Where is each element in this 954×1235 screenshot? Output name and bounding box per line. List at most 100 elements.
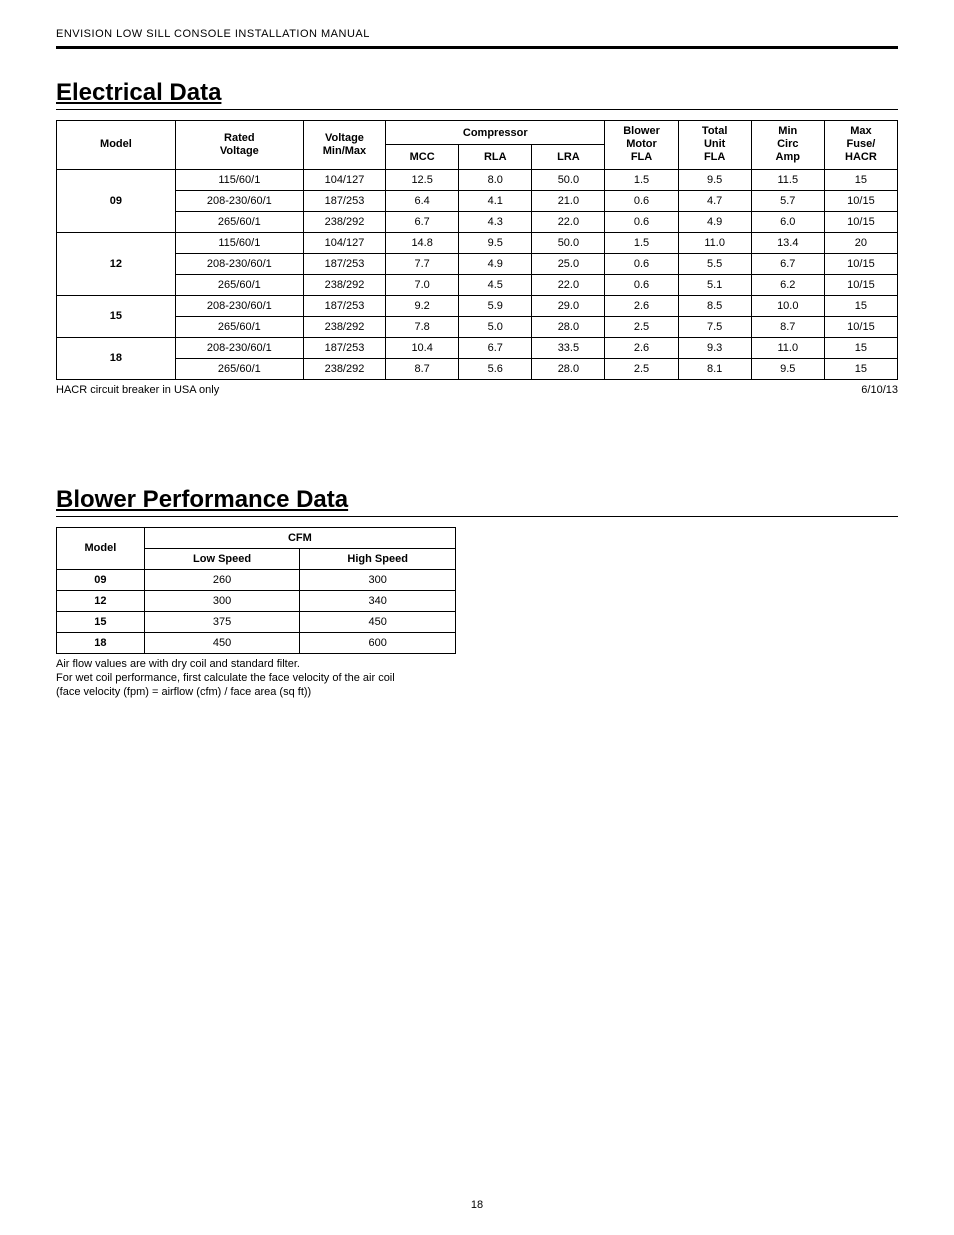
label: Blower [623, 125, 660, 137]
col-min-circ-amp: Min Circ Amp [751, 121, 824, 170]
cell-rated-voltage: 208-230/60/1 [175, 337, 303, 358]
cell-high-speed: 300 [300, 569, 456, 590]
cell-blower-fla: 0.6 [605, 274, 678, 295]
cell-total-fla: 4.7 [678, 190, 751, 211]
table-row: 12115/60/1104/12714.89.550.01.511.013.42… [57, 232, 898, 253]
cell-rla: 5.0 [459, 316, 532, 337]
cell-voltage-mm: 187/253 [303, 253, 385, 274]
cell-mcc: 10.4 [386, 337, 459, 358]
col-voltage-minmax: Voltage Min/Max [303, 121, 385, 170]
cell-blower-fla: 1.5 [605, 169, 678, 190]
header-rule [56, 46, 898, 49]
table-row: 208-230/60/1187/2537.74.925.00.65.56.710… [57, 253, 898, 274]
table-header-row: Model Rated Voltage Voltage Min/Max Comp… [57, 121, 898, 145]
label: FLA [704, 151, 725, 163]
blower-table-head: Model CFM Low Speed High Speed [57, 527, 456, 569]
cell-max-fuse: 10/15 [824, 253, 897, 274]
cell-max-fuse: 15 [824, 358, 897, 379]
cell-total-fla: 5.1 [678, 274, 751, 295]
footnote-line: For wet coil performance, first calculat… [56, 671, 898, 685]
cell-rated-voltage: 265/60/1 [175, 274, 303, 295]
cell-blower-fla: 1.5 [605, 232, 678, 253]
label: Max [850, 125, 871, 137]
footnote-right: 6/10/13 [861, 384, 898, 396]
cell-total-fla: 4.9 [678, 211, 751, 232]
cell-max-fuse: 10/15 [824, 274, 897, 295]
cell-lra: 22.0 [532, 211, 605, 232]
cell-model: 15 [57, 295, 176, 337]
cell-lra: 33.5 [532, 337, 605, 358]
label: Min/Max [323, 145, 366, 157]
table-row: 09260300 [57, 569, 456, 590]
col-rated-voltage: Rated Voltage [175, 121, 303, 170]
footnote-line: (face velocity (fpm) = airflow (cfm) / f… [56, 685, 898, 699]
cell-max-fuse: 20 [824, 232, 897, 253]
col-max-fuse: Max Fuse/ HACR [824, 121, 897, 170]
col-blower-fla: Blower Motor FLA [605, 121, 678, 170]
section-title-electrical: Electrical Data [56, 79, 898, 107]
cell-mcc: 9.2 [386, 295, 459, 316]
footnote-line: Air flow values are with dry coil and st… [56, 657, 898, 671]
col-total-fla: Total Unit FLA [678, 121, 751, 170]
cell-rla: 6.7 [459, 337, 532, 358]
cell-voltage-mm: 104/127 [303, 169, 385, 190]
cell-total-fla: 8.5 [678, 295, 751, 316]
cell-min-circ-amp: 6.2 [751, 274, 824, 295]
cell-rated-voltage: 265/60/1 [175, 358, 303, 379]
footnote-left: HACR circuit breaker in USA only [56, 384, 219, 396]
col-low-speed: Low Speed [144, 548, 300, 569]
label: Voltage [220, 145, 259, 157]
cell-lra: 28.0 [532, 358, 605, 379]
cell-blower-fla: 2.5 [605, 316, 678, 337]
cell-lra: 50.0 [532, 232, 605, 253]
label: HACR [845, 151, 877, 163]
cell-blower-fla: 2.6 [605, 295, 678, 316]
cell-rla: 5.9 [459, 295, 532, 316]
cell-voltage-mm: 238/292 [303, 211, 385, 232]
cell-min-circ-amp: 13.4 [751, 232, 824, 253]
cell-blower-fla: 0.6 [605, 211, 678, 232]
cell-total-fla: 7.5 [678, 316, 751, 337]
table-row: 12300340 [57, 590, 456, 611]
cell-low-speed: 375 [144, 611, 300, 632]
table-row: 15375450 [57, 611, 456, 632]
col-model: Model [57, 121, 176, 170]
label: Motor [626, 138, 657, 150]
cell-mcc: 6.7 [386, 211, 459, 232]
cell-rla: 8.0 [459, 169, 532, 190]
blower-table: Model CFM Low Speed High Speed 092603001… [56, 527, 456, 654]
cell-total-fla: 8.1 [678, 358, 751, 379]
table-row: 265/60/1238/2926.74.322.00.64.96.010/15 [57, 211, 898, 232]
cell-model: 18 [57, 632, 145, 653]
cell-min-circ-amp: 8.7 [751, 316, 824, 337]
cell-low-speed: 450 [144, 632, 300, 653]
cell-min-circ-amp: 11.0 [751, 337, 824, 358]
cell-min-circ-amp: 6.7 [751, 253, 824, 274]
blower-table-body: 09260300123003401537545018450600 [57, 569, 456, 653]
cell-lra: 28.0 [532, 316, 605, 337]
cell-min-circ-amp: 9.5 [751, 358, 824, 379]
cell-lra: 22.0 [532, 274, 605, 295]
section-title-blower: Blower Performance Data [56, 486, 898, 514]
cell-model: 09 [57, 569, 145, 590]
cell-mcc: 7.7 [386, 253, 459, 274]
cell-rated-voltage: 208-230/60/1 [175, 253, 303, 274]
col-model: Model [57, 527, 145, 569]
section-rule-blower [56, 516, 898, 517]
cell-voltage-mm: 104/127 [303, 232, 385, 253]
label: Voltage [325, 132, 364, 144]
table-row: 265/60/1238/2928.75.628.02.58.19.515 [57, 358, 898, 379]
cell-blower-fla: 2.6 [605, 337, 678, 358]
cell-lra: 29.0 [532, 295, 605, 316]
cell-max-fuse: 15 [824, 295, 897, 316]
table-row: 18208-230/60/1187/25310.46.733.52.69.311… [57, 337, 898, 358]
table-row: 265/60/1238/2927.04.522.00.65.16.210/15 [57, 274, 898, 295]
electrical-table: Model Rated Voltage Voltage Min/Max Comp… [56, 120, 898, 380]
col-rla: RLA [459, 145, 532, 169]
cell-rated-voltage: 115/60/1 [175, 232, 303, 253]
cell-rla: 4.9 [459, 253, 532, 274]
blower-footnotes: Air flow values are with dry coil and st… [56, 657, 898, 700]
cell-rla: 9.5 [459, 232, 532, 253]
cell-rated-voltage: 265/60/1 [175, 316, 303, 337]
cell-rated-voltage: 208-230/60/1 [175, 190, 303, 211]
